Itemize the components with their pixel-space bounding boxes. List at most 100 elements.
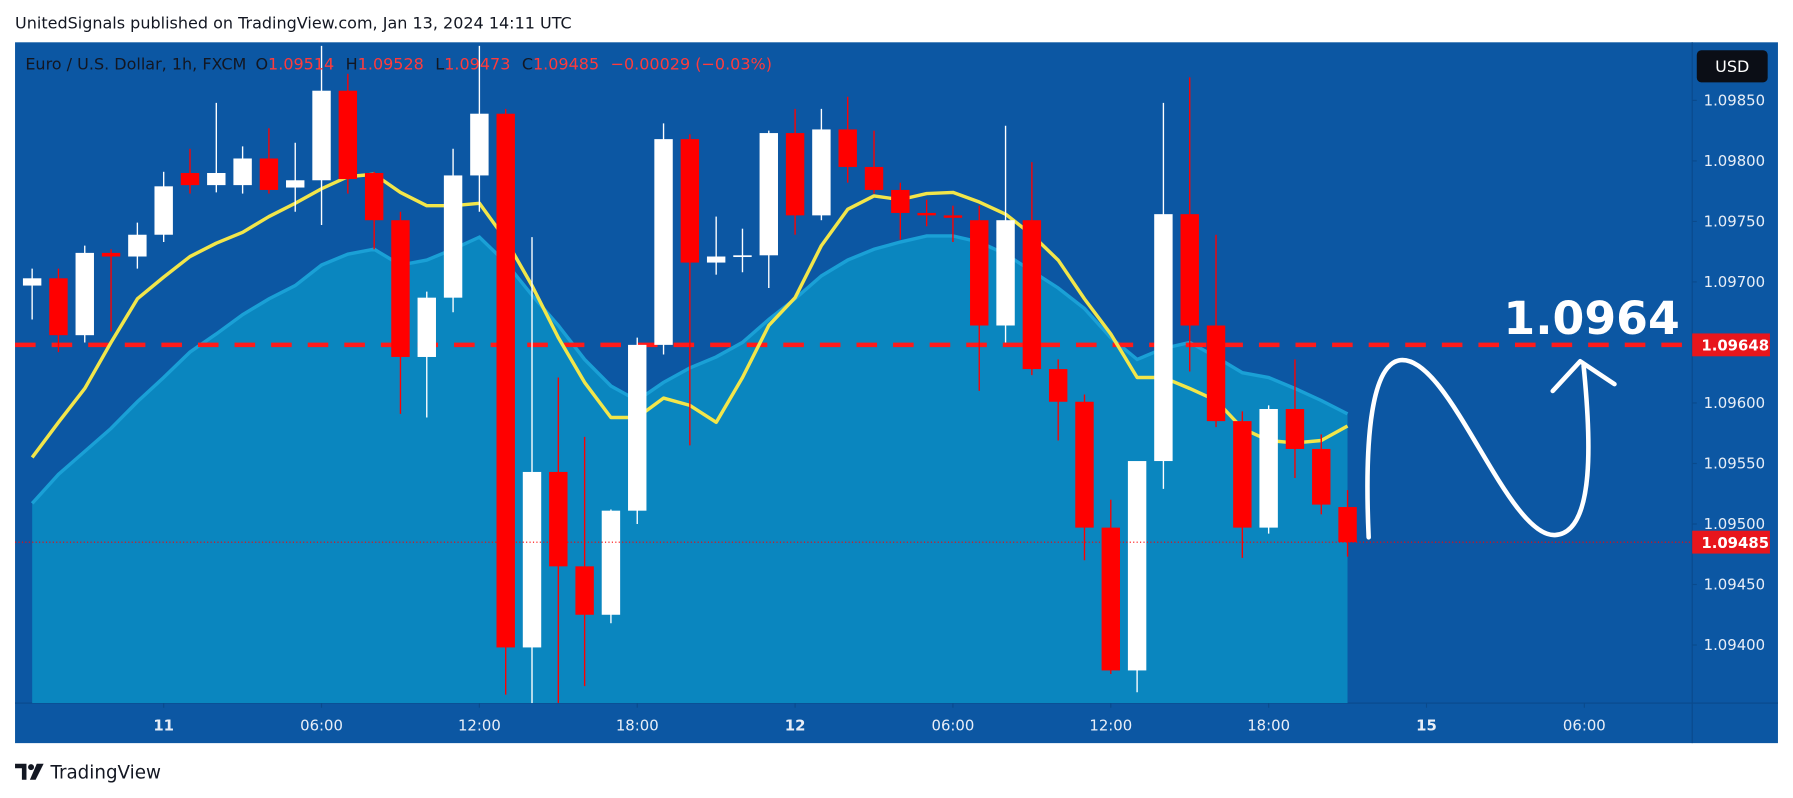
y-tick-label: 1.09750: [1704, 213, 1765, 231]
candle-body: [312, 90, 331, 181]
candle-body: [1285, 409, 1305, 449]
candle-body: [1101, 527, 1121, 671]
brand: TradingView: [49, 763, 161, 784]
target-annotation: 1.0964: [1503, 292, 1679, 345]
candle-body: [1312, 448, 1331, 505]
symbol: Euro / U.S. Dollar, 1h, FXCM: [25, 55, 246, 74]
currency-button[interactable]: [1696, 50, 1768, 83]
candle-body: [1127, 461, 1147, 671]
candle-body: [443, 175, 463, 298]
plot: 1.098501.098001.097501.097001.096501.096…: [15, 45, 1770, 735]
candle-body: [391, 220, 410, 357]
candle-body: [338, 90, 358, 180]
x-tick-label: 06:00: [1563, 717, 1606, 735]
area-fill: [32, 235, 1348, 704]
ohlc-prefix: C: [522, 55, 533, 74]
candle-body: [233, 158, 252, 186]
x-tick-label: 12: [785, 717, 806, 735]
symbol-legend: Euro / U.S. Dollar, 1h, FXCM O1.09514 H1.0…: [25, 55, 772, 74]
level-label: 1.09648: [1701, 337, 1769, 355]
candle-body: [943, 215, 963, 218]
candle-body: [1338, 507, 1357, 543]
candle-body: [838, 129, 857, 167]
candle-body: [364, 173, 384, 221]
logo-part: [28, 764, 35, 771]
ohlc-value: 1.09528: [358, 55, 424, 74]
candle-body: [1075, 401, 1094, 528]
y-tick-label: 1.09600: [1704, 394, 1765, 412]
candle-body: [917, 212, 936, 216]
tv-logo: [15, 763, 44, 780]
y-tick-label: 1.09700: [1704, 273, 1765, 291]
candle-body: [575, 566, 594, 615]
candle-body: [180, 173, 200, 186]
change: −0.00029 (−0.03%): [611, 55, 772, 74]
x-tick-label: 12:00: [458, 717, 501, 735]
candle-body: [1233, 421, 1252, 528]
ohlc-prefix: O: [255, 55, 268, 74]
candle-body: [470, 113, 489, 176]
candle-body: [22, 278, 42, 286]
last-price-label: 1.09485: [1701, 534, 1769, 552]
y-tick-label: 1.09550: [1704, 455, 1765, 473]
currency-label[interactable]: USD: [1715, 57, 1749, 76]
y-tick-label: 1.09850: [1704, 92, 1765, 110]
y-tick-label: 1.09800: [1704, 152, 1765, 170]
candle-body: [812, 129, 831, 216]
arrow-head: [1550, 358, 1617, 394]
candle-body: [49, 278, 68, 336]
candle-body: [996, 220, 1015, 326]
candle-body: [259, 158, 279, 190]
candle-body: [891, 189, 910, 213]
x-tick-label: 18:00: [616, 717, 659, 735]
candle-body: [75, 252, 94, 336]
candle-body: [417, 297, 436, 357]
level-tag: [1692, 333, 1770, 357]
candle-body: [549, 471, 568, 567]
x-tick-label: 15: [1416, 717, 1437, 735]
candle-body: [970, 220, 989, 326]
candle-body: [601, 510, 621, 615]
ohlc-prefix: H: [346, 55, 358, 74]
candle-body: [101, 252, 121, 257]
x-tick-label: 06:00: [932, 717, 975, 735]
last-price-tag: [1692, 530, 1770, 554]
candle-body: [286, 180, 305, 188]
plot-layer: [15, 45, 1693, 704]
x-tick-label: 12:00: [1089, 717, 1132, 735]
y-tick-label: 1.09400: [1704, 636, 1765, 654]
candle-body: [1048, 369, 1068, 402]
candle-body: [759, 133, 778, 256]
y-tick-label: 1.09500: [1704, 515, 1765, 533]
candle-body: [654, 139, 673, 345]
x-tick-label: 18:00: [1247, 717, 1290, 735]
candle-body: [207, 173, 226, 186]
ohlc-value: 1.09514: [268, 55, 334, 74]
ohlc-prefix: L: [435, 55, 444, 74]
candle-body: [1259, 409, 1278, 528]
candle-body: [706, 256, 726, 263]
candle-body: [1206, 325, 1226, 422]
candle-body: [522, 471, 542, 648]
candle-body: [864, 166, 884, 190]
y-tick-label: 1.09450: [1704, 576, 1765, 594]
logo-part: [15, 763, 27, 780]
candle-body: [128, 234, 147, 257]
candle-body: [1180, 214, 1199, 326]
candle-body: [496, 113, 515, 648]
candle-body: [680, 139, 700, 263]
ohlc-value: 1.09485: [533, 55, 599, 74]
x-tick-label: 06:00: [300, 717, 343, 735]
candle-body: [733, 255, 752, 258]
candle-body: [1154, 214, 1173, 462]
candle-body: [1022, 220, 1042, 370]
publish-header: UnitedSignals published on TradingView.c…: [15, 14, 572, 33]
candle-body: [785, 133, 805, 216]
logo-part: [29, 763, 44, 780]
candle-body: [154, 186, 173, 235]
candle-body: [628, 344, 647, 511]
forecast-arrow: [1365, 357, 1591, 540]
ohlc-value: 1.09473: [444, 55, 510, 74]
